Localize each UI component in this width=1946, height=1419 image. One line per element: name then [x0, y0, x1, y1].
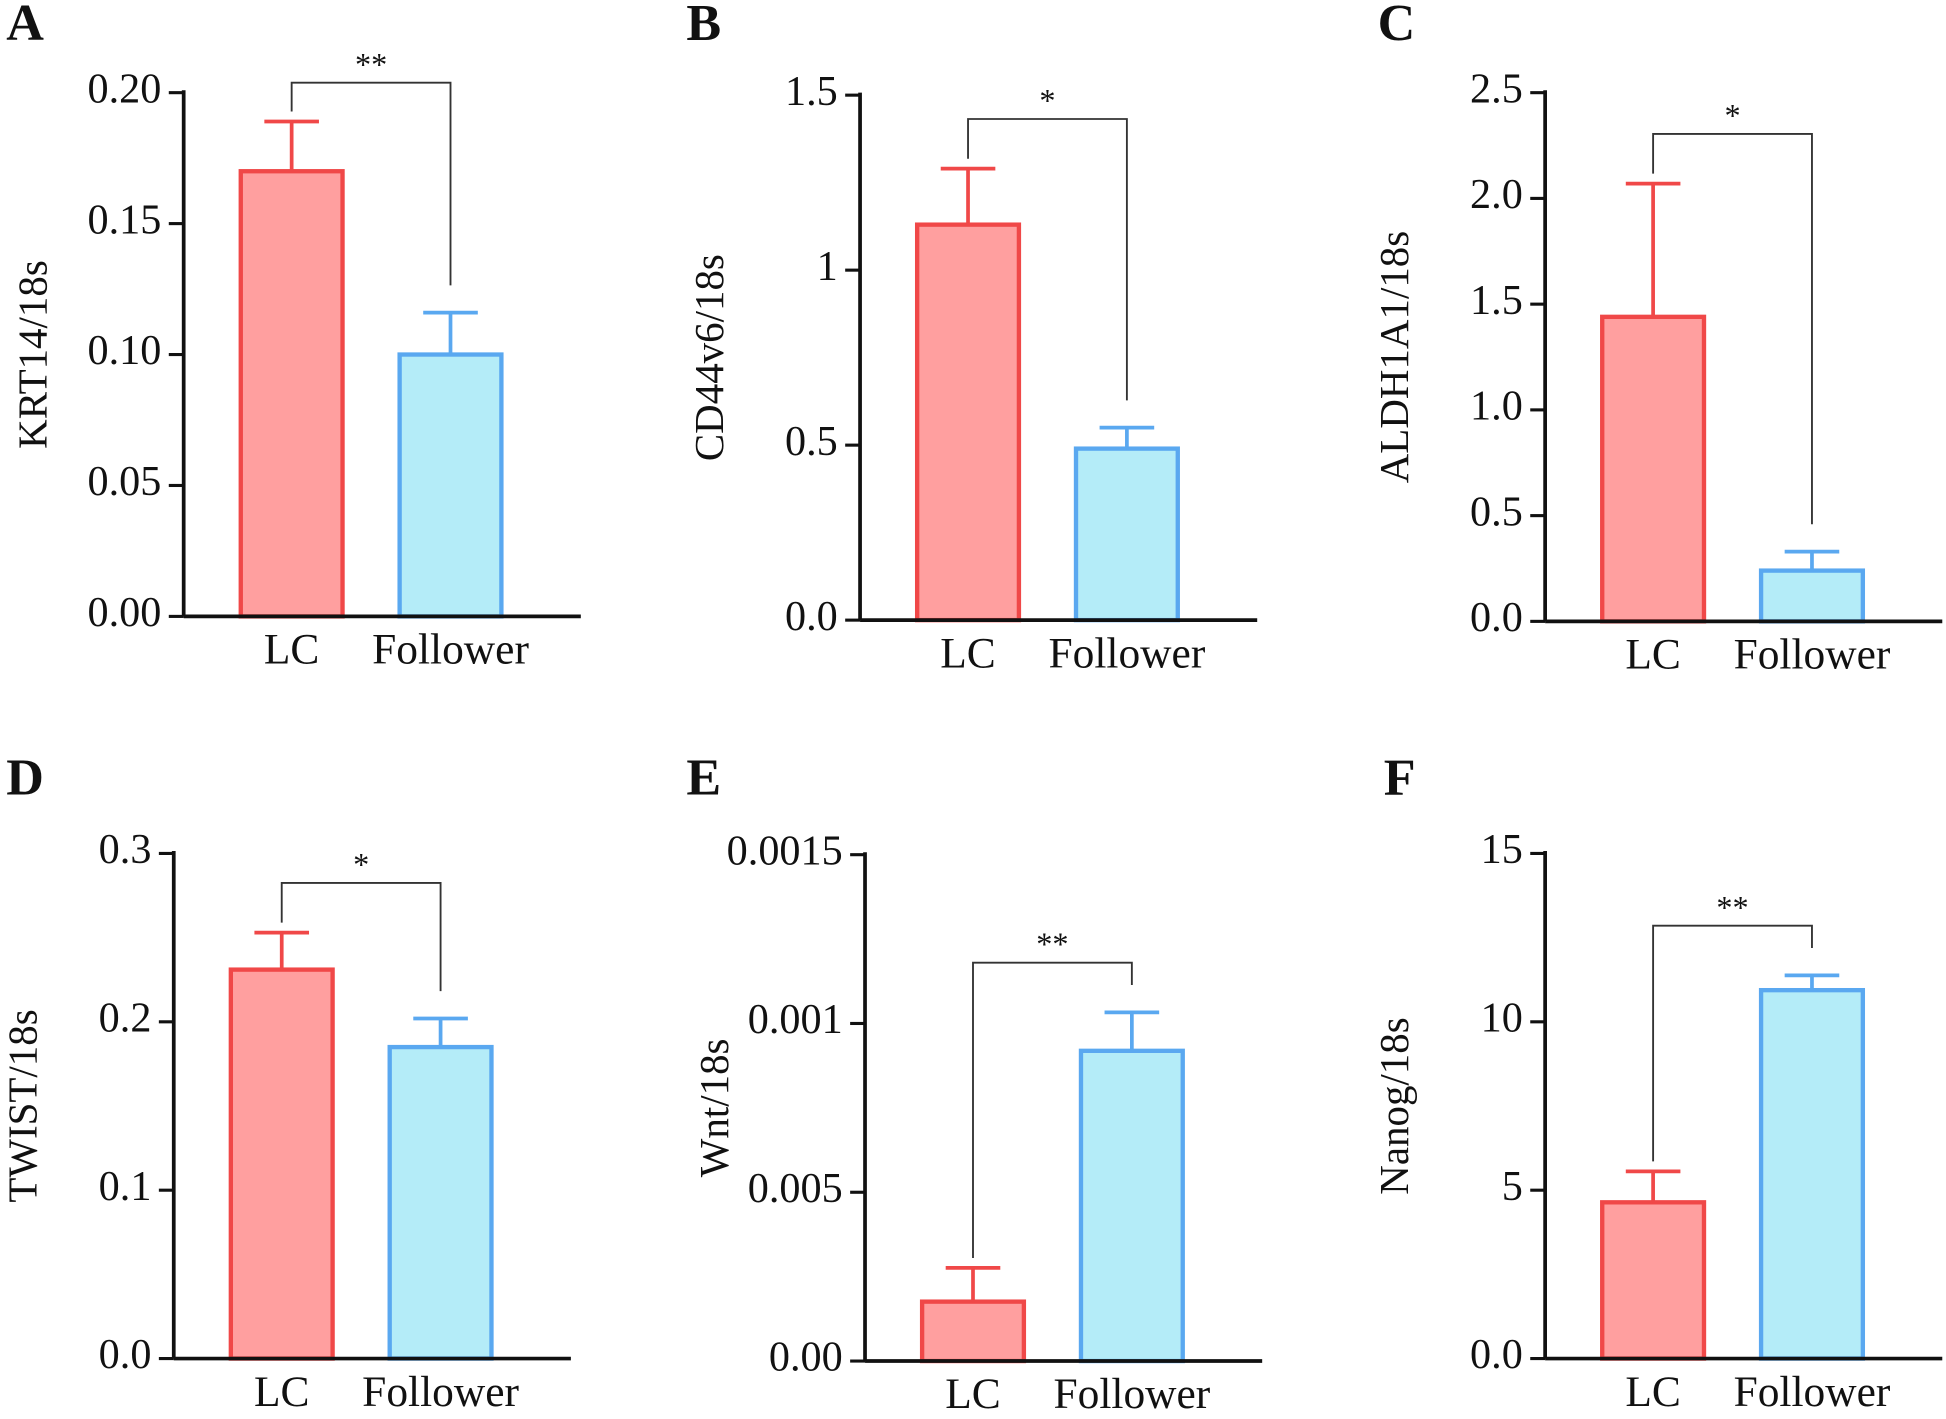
y-tick-label: 0.5 — [1470, 488, 1523, 535]
significance-bracket — [967, 118, 1128, 401]
y-tick-label: 2.5 — [1470, 65, 1523, 112]
bar — [914, 222, 1022, 623]
bar — [228, 967, 335, 1361]
y-tick-label: 1.0 — [1470, 383, 1523, 430]
significance-bracket — [290, 81, 452, 286]
panel-letter: C — [1378, 0, 1416, 52]
panel-letter: B — [686, 0, 721, 52]
significance-bracket — [1652, 133, 1813, 525]
panel-letter: A — [6, 0, 44, 52]
y-tick-label: 5 — [1502, 1163, 1523, 1210]
significance-label: ** — [1036, 926, 1068, 962]
panel-letter: D — [6, 750, 44, 807]
significance-bracket — [280, 882, 442, 992]
y-tick-label: 0.0 — [1470, 1331, 1523, 1378]
y-tick-label: 0.00 — [769, 1334, 843, 1381]
y-tick-label: 0.10 — [88, 327, 162, 374]
x-tick-label: LC — [945, 1370, 1001, 1414]
significance-label: * — [353, 846, 369, 882]
y-tick-label: 0.005 — [748, 1165, 843, 1212]
bar — [238, 169, 345, 619]
bar — [1078, 1048, 1185, 1364]
y-tick-label: 15 — [1481, 826, 1523, 873]
y-tick-label: 0.20 — [88, 65, 162, 112]
y-axis-label: Wnt/18s — [692, 1038, 737, 1177]
y-tick-label: 0.0 — [99, 1331, 152, 1378]
y-tick-label: 0.0015 — [727, 827, 843, 874]
x-tick-label: Follower — [1734, 631, 1891, 679]
y-tick-label: 2.0 — [1470, 171, 1523, 218]
x-tick-label: Follower — [1734, 1368, 1891, 1414]
panel-letter: E — [686, 750, 721, 807]
y-tick-label: 1.5 — [1470, 277, 1523, 324]
y-tick-label: 0.3 — [99, 826, 152, 873]
y-tick-label: 0.05 — [88, 458, 162, 505]
y-axis-label: TWIST/18s — [1, 1009, 46, 1202]
y-tick-label: 1 — [817, 243, 838, 290]
bar — [387, 1044, 494, 1361]
bar — [397, 352, 504, 619]
bar — [1600, 314, 1707, 624]
y-tick-label: 10 — [1481, 995, 1523, 1042]
y-axis-label: ALDH1A1/18s — [1372, 231, 1417, 483]
significance-label: * — [1039, 83, 1055, 119]
x-tick-label: LC — [940, 629, 996, 677]
bar — [1758, 987, 1866, 1361]
x-tick-label: Follower — [1053, 1370, 1210, 1414]
x-tick-label: LC — [1625, 1368, 1681, 1414]
y-axis-label: CD44v6/18s — [687, 254, 732, 461]
y-tick-label: 0.0 — [1470, 594, 1523, 641]
x-tick-label: LC — [254, 1368, 310, 1414]
bar — [1758, 568, 1866, 624]
significance-label: ** — [355, 46, 387, 82]
significance-bracket — [1652, 924, 1813, 1162]
panel-letter: F — [1384, 750, 1416, 807]
bar — [1073, 446, 1180, 623]
y-tick-label: 0.5 — [785, 418, 838, 465]
bar — [1600, 1200, 1707, 1361]
y-tick-label: 0.00 — [88, 589, 162, 636]
y-axis-label: Nanog/18s — [1372, 1017, 1417, 1194]
x-tick-label: LC — [264, 626, 320, 674]
x-tick-label: LC — [1625, 631, 1681, 679]
y-tick-label: 1.5 — [785, 68, 838, 115]
significance-label: ** — [1716, 889, 1748, 925]
y-axis-label: KRT14/18s — [11, 260, 56, 449]
y-tick-label: 0.15 — [88, 196, 162, 243]
bar — [919, 1299, 1027, 1364]
y-tick-label: 0.2 — [99, 995, 152, 1042]
significance-label: * — [1724, 98, 1740, 134]
x-tick-label: Follower — [362, 1368, 519, 1414]
x-tick-label: Follower — [372, 626, 529, 674]
y-tick-label: 0.0 — [785, 593, 838, 640]
y-tick-label: 0.1 — [99, 1163, 152, 1210]
significance-bracket — [972, 961, 1133, 1258]
x-tick-label: Follower — [1048, 629, 1205, 677]
y-tick-label: 0.001 — [748, 996, 843, 1043]
